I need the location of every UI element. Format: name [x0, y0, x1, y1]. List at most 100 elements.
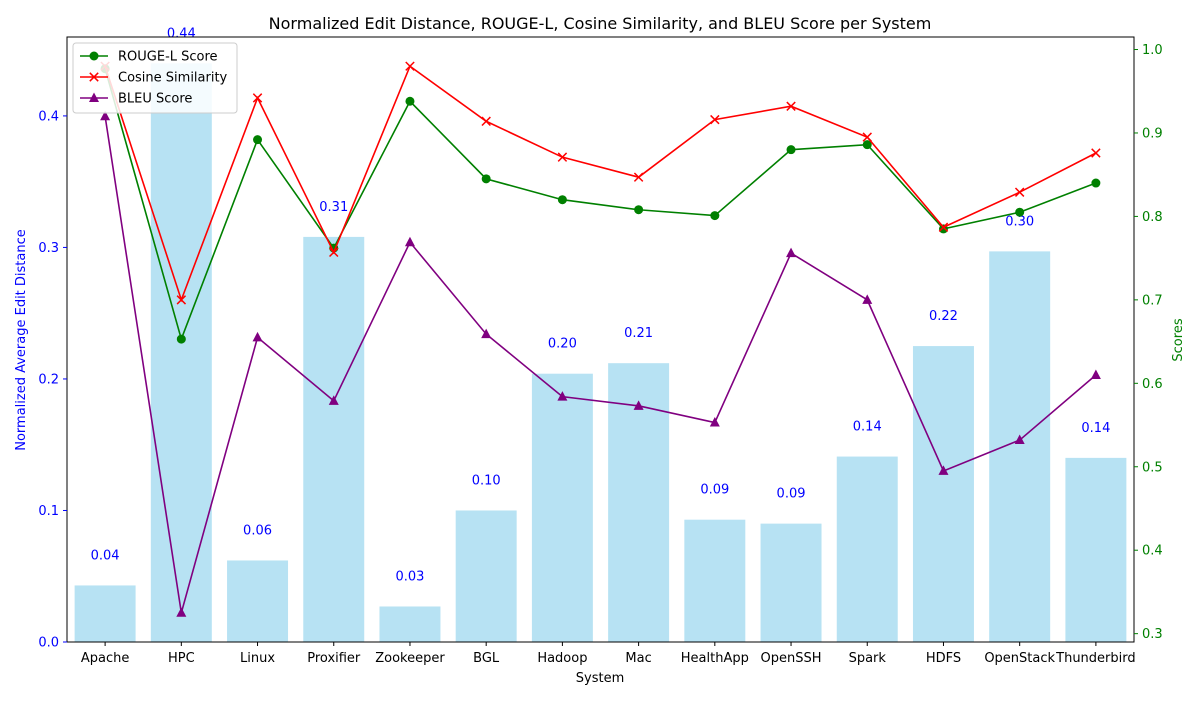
bar-spark	[836, 456, 898, 642]
cosine-similarity-point	[252, 93, 263, 103]
rouge-l-score-point	[786, 145, 796, 155]
bar-value-label: 0.20	[548, 337, 577, 352]
legend-marker-bleu-score	[89, 92, 99, 102]
bars-layer	[74, 63, 1127, 643]
bar-value-label: 0.14	[1081, 421, 1110, 436]
y-right-tick-label: 0.5	[1142, 460, 1163, 475]
cosine-similarity-line	[104, 64, 1097, 303]
rouge-l-score-point	[405, 96, 415, 106]
bar-apache	[74, 585, 136, 642]
cosine-similarity-point	[786, 101, 796, 111]
bleu-score-point	[557, 391, 568, 401]
bar-value-label: 0.06	[243, 523, 272, 538]
bar-thunderbird	[1065, 457, 1127, 642]
bleu-score-point	[328, 395, 339, 405]
bar-linux	[227, 560, 289, 642]
bleu-score-point	[786, 247, 797, 258]
y-left-tick-label: 0.0	[38, 636, 59, 651]
y-right-tick-label: 0.8	[1142, 210, 1163, 225]
y-left-tick-label: 0.2	[38, 372, 59, 387]
rouge-l-score-point	[481, 174, 491, 184]
rouge-l-score-point	[1091, 178, 1101, 188]
x-tick-label: HPC	[168, 651, 195, 666]
cosine-similarity-point	[1014, 187, 1025, 197]
legend-label: ROUGE-L Score	[118, 50, 218, 65]
x-tick-label: OpenStack	[984, 651, 1055, 666]
bleu-score-point	[481, 328, 492, 339]
bar-healthapp	[684, 519, 746, 642]
rouge-l-score-point	[557, 195, 567, 205]
y-right-tick-label: 0.6	[1142, 377, 1163, 392]
lines-layer	[100, 61, 1101, 617]
cosine-similarity-point	[176, 295, 187, 305]
x-axis-label: System	[576, 671, 624, 686]
x-tick-label: HDFS	[926, 651, 961, 666]
y-axis-right-label: Scores	[1171, 318, 1186, 361]
bar-value-label: 0.22	[929, 309, 958, 324]
bleu-score-point	[862, 294, 873, 304]
y-left-tick-label: 0.1	[38, 504, 59, 519]
bar-hpc	[150, 63, 212, 643]
bleu-score-line	[104, 116, 1097, 614]
bleu-score-point	[404, 236, 415, 247]
legend: ROUGE-L Score Cosine Similarity BLEU Score	[72, 42, 238, 114]
bleu-score-point	[100, 110, 111, 121]
y-axis-left: 0.0 0.1 0.2 0.3 0.4	[38, 109, 67, 651]
x-tick-label: Apache	[81, 651, 130, 666]
chart-title: Normalized Edit Distance, ROUGE-L, Cosin…	[269, 14, 932, 33]
rouge-l-score-point	[253, 135, 263, 145]
cosine-similarity-point	[557, 152, 568, 162]
cosine-similarity-point	[862, 132, 872, 142]
bar-hadoop	[531, 373, 593, 642]
bar-openssh	[760, 523, 822, 642]
y-right-tick-label: 0.4	[1142, 544, 1163, 559]
x-tick-label: Mac	[625, 651, 651, 666]
legend-box	[72, 42, 238, 114]
x-tick-label: Proxifier	[307, 651, 361, 666]
y-left-tick-label: 0.3	[38, 241, 59, 256]
bar-value-label: 0.09	[777, 487, 806, 502]
y-right-tick-label: 1.0	[1142, 43, 1163, 58]
bar-value-label: 0.03	[395, 569, 424, 584]
x-tick-label: HealthApp	[681, 651, 749, 666]
y-right-tick-label: 0.7	[1142, 293, 1163, 308]
legend-marker-cosine-similarity	[89, 72, 99, 82]
bar-value-label: 0.30	[1005, 214, 1034, 229]
bar-zookeeper	[379, 606, 441, 642]
y-axis-left-label: Normalized Average Edit Distance	[14, 229, 29, 451]
cosine-similarity-point	[633, 172, 644, 182]
rouge-l-score-point	[862, 140, 872, 150]
bleu-score-point	[709, 417, 720, 427]
bar-value-label: 0.44	[167, 26, 196, 41]
plot-frame	[66, 36, 1135, 643]
rouge-l-score-point	[1015, 207, 1025, 217]
cosine-similarity-point	[329, 247, 339, 258]
x-tick-label: Thunderbird	[1055, 651, 1136, 666]
cosine-similarity-point	[710, 114, 720, 125]
y-left-tick-label: 0.4	[38, 109, 59, 124]
bleu-score-point	[176, 607, 187, 617]
bar-value-label: 0.09	[700, 483, 729, 498]
cosine-similarity-point	[481, 116, 491, 127]
bleu-score-point	[633, 400, 644, 410]
x-tick-label: BGL	[473, 651, 500, 666]
legend-label: BLEU Score	[118, 92, 192, 107]
cosine-similarity-point	[1091, 148, 1101, 158]
bar-value-label: 0.31	[319, 200, 348, 215]
rouge-l-score-point	[176, 334, 186, 344]
bar-value-label: 0.04	[91, 548, 120, 563]
x-tick-label: Zookeeper	[375, 651, 445, 666]
bar-value-label: 0.10	[472, 473, 501, 488]
bleu-score-point	[938, 465, 949, 475]
x-axis: Apache HPC Linux Proxifier Zookeeper BGL Hadoo…	[81, 642, 1136, 666]
rouge-l-score-point	[710, 211, 720, 221]
x-tick-label: Linux	[240, 651, 275, 666]
rouge-l-score-line	[104, 68, 1097, 342]
bleu-score-point	[1090, 369, 1101, 379]
bleu-score-point	[1014, 434, 1025, 445]
bar-labels-layer: 0.04 0.44 0.06 0.31 0.03 0.10 0.20 0.21 0.09 0.09…	[91, 26, 1111, 584]
y-axis-right: 0.3 0.4 0.5 0.6 0.7 0.8 0.9 1.0	[1134, 43, 1163, 642]
bleu-score-point	[252, 331, 263, 342]
